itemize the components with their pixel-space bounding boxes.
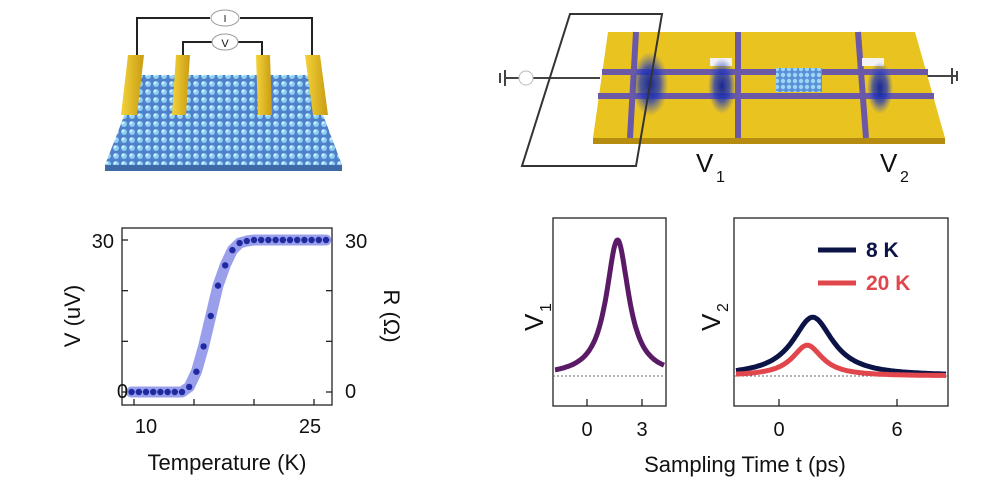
y-axis-sub-v2: 2 — [715, 303, 732, 312]
y-axis-label-v2: V 2 — [696, 303, 732, 331]
x-tick-6: 6 — [891, 419, 902, 441]
y-axis-label-left: V (uV) — [60, 285, 85, 347]
x-tick-0: 0 — [773, 419, 784, 441]
contact-pad — [862, 58, 884, 66]
data-point — [265, 236, 272, 244]
y-tick-left-30: 30 — [92, 231, 114, 253]
y-tick-left-0: 0 — [117, 381, 128, 403]
y-axis-label-v1: V 1 — [519, 303, 555, 331]
current-meter-label: I — [224, 14, 227, 25]
svg-text:V: V — [519, 313, 549, 331]
data-point — [229, 246, 236, 254]
x-tick-0: 0 — [581, 419, 592, 441]
v1-curve — [553, 237, 666, 373]
thz-pulse — [708, 58, 736, 114]
data-point — [157, 388, 164, 396]
data-point — [308, 236, 315, 244]
svg-text:V: V — [696, 313, 726, 331]
chart-v2: 0 6 V 2 8 K 20 K — [696, 217, 949, 441]
x-tick-3: 3 — [636, 419, 647, 441]
chart-v1: 0 3 V 1 — [519, 217, 667, 441]
data-point — [193, 368, 200, 375]
excitation-frame — [520, 13, 664, 167]
data-point — [164, 388, 171, 396]
v2-curve-8k — [735, 314, 947, 377]
four-probe-device: I V — [105, 9, 342, 171]
probe-v2-sub: 2 — [900, 169, 909, 186]
voltage-meter: V — [211, 33, 239, 51]
y-axis-label-right: R (Ω) — [379, 289, 404, 342]
shared-x-axis-label: Sampling Time t (ps) — [644, 452, 846, 477]
y-tick-right-30: 30 — [345, 231, 367, 253]
v2-curve-20k — [735, 342, 947, 378]
data-point — [200, 343, 207, 350]
data-points — [128, 236, 330, 396]
data-point — [135, 388, 142, 396]
data-point — [186, 383, 193, 391]
legend-label-8k: 8 K — [866, 239, 899, 262]
substrate-edge — [105, 165, 342, 171]
data-point — [272, 236, 279, 244]
data-point — [258, 236, 265, 244]
atomic-substrate — [105, 75, 342, 165]
current-meter: I — [210, 9, 240, 27]
data-point — [171, 388, 178, 396]
probe-v1-label: V — [696, 148, 714, 178]
legend-label-20k: 20 K — [866, 272, 910, 295]
data-point — [236, 239, 243, 247]
data-point — [322, 236, 330, 244]
probe-v2-label: V — [880, 148, 898, 178]
wires — [136, 17, 313, 55]
thz-device: V 1 V 2 — [499, 13, 958, 186]
thz-pulse — [867, 62, 893, 114]
board-edge — [593, 138, 945, 144]
data-point — [214, 282, 222, 289]
data-point — [178, 388, 186, 396]
data-point — [142, 388, 150, 396]
x-tick-25: 25 — [299, 416, 321, 438]
x-axis-label: Temperature (K) — [148, 450, 307, 475]
plot-frame — [733, 217, 949, 407]
sample-flake — [776, 68, 822, 92]
probe-v1-sub: 1 — [716, 169, 725, 186]
data-point — [150, 388, 157, 396]
x-tick-10: 10 — [135, 416, 157, 438]
source-node — [518, 70, 534, 86]
y-tick-right-0: 0 — [345, 381, 356, 403]
chart-transition: 0 30 0 30 10 25 Temperature (K) V (uV) R… — [60, 227, 404, 475]
data-point — [243, 237, 250, 245]
data-point — [128, 388, 135, 396]
data-point — [250, 236, 258, 244]
data-point — [207, 312, 214, 320]
data-band — [126, 234, 332, 398]
data-point — [222, 262, 229, 269]
y-axis-sub-v1: 1 — [538, 303, 555, 312]
voltage-meter-label: V — [221, 38, 229, 50]
data-point — [301, 236, 308, 244]
legend: 8 K 20 K — [818, 239, 910, 295]
plot-frame — [552, 217, 667, 407]
data-point — [279, 236, 286, 244]
plot-frame — [121, 227, 333, 406]
data-point — [315, 236, 322, 244]
data-point — [286, 236, 294, 244]
gold-electrodes — [121, 55, 328, 115]
data-point — [294, 236, 301, 244]
